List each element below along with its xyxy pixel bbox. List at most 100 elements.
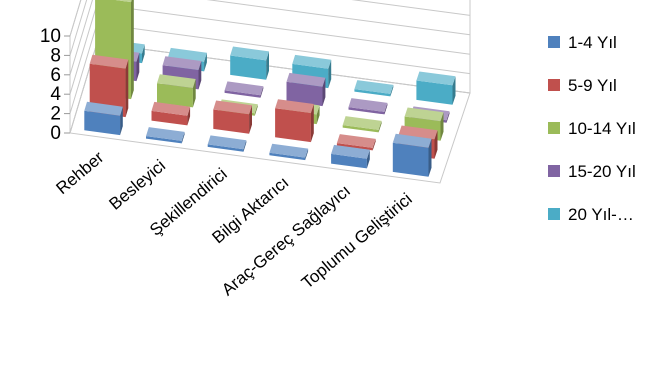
bar-front: [354, 89, 391, 97]
bar-top: [275, 99, 314, 113]
bar-side: [366, 149, 370, 169]
gridline: [69, 0, 82, 37]
legend-label: 10-14 Yıl: [568, 119, 636, 138]
bar: [342, 116, 382, 133]
legend-label: 20 Yıl-…: [568, 205, 634, 224]
bar-front: [269, 152, 306, 161]
y-tick-label: 6: [50, 65, 61, 86]
bar-top: [213, 100, 252, 115]
bar-front: [151, 110, 188, 126]
bar: [157, 74, 196, 108]
bar-side: [322, 77, 326, 107]
bar-side: [125, 59, 129, 118]
bar-front: [348, 107, 385, 115]
legend-label: 15-20 Yıl: [568, 162, 636, 181]
bar-side: [136, 52, 140, 82]
y-tick-label: 4: [50, 84, 61, 105]
bar-side: [120, 106, 123, 136]
bar-top: [162, 56, 202, 70]
legend-swatch: [548, 36, 560, 48]
legend-label: 5-9 Yıl: [568, 76, 617, 95]
bar: [275, 99, 314, 143]
bar-top: [207, 135, 247, 150]
bar: [213, 100, 252, 134]
bar: [146, 127, 185, 144]
bar-side: [181, 131, 185, 144]
bar-front: [416, 80, 453, 105]
bar-side: [446, 111, 450, 123]
bar-top: [151, 101, 191, 116]
bar-side: [390, 84, 394, 97]
bar-top: [89, 54, 129, 69]
bar-front: [336, 143, 373, 151]
bar: [392, 133, 432, 177]
bar-top: [336, 134, 376, 148]
bar-side: [316, 105, 320, 125]
bar-top: [84, 101, 123, 116]
bar-side: [378, 120, 382, 133]
bar-side: [428, 138, 432, 177]
bar-front: [207, 144, 244, 152]
bar-top: [157, 74, 196, 88]
bar-side: [192, 79, 196, 108]
bar-side: [310, 104, 314, 143]
bar-top: [404, 107, 444, 122]
bar-side: [249, 105, 252, 134]
bar-side: [142, 44, 145, 64]
bar: [151, 101, 191, 126]
bar-front: [230, 55, 267, 80]
bar-top: [354, 80, 394, 94]
bar: [354, 80, 394, 97]
bar-front: [224, 90, 261, 98]
bar-side: [328, 59, 332, 89]
y-tick-label: 10: [40, 26, 61, 47]
bar-front: [331, 153, 367, 169]
bar-side: [266, 51, 269, 80]
bar-side: [243, 140, 247, 152]
bar-top: [416, 71, 456, 86]
bar-side: [254, 104, 258, 116]
bar-front: [275, 108, 311, 143]
y-tick-label: 0: [50, 123, 61, 144]
bar-top: [146, 127, 185, 141]
bar: [286, 72, 326, 107]
bar-top: [115, 0, 132, 3]
bar: [84, 101, 123, 136]
bar-top: [342, 116, 382, 130]
bar: [348, 98, 388, 115]
bar-front: [213, 109, 250, 134]
bar-top: [230, 46, 269, 61]
bar-top: [398, 125, 438, 140]
y-tick-label: 2: [50, 104, 61, 125]
bar: [269, 143, 309, 161]
gridline: [69, 0, 471, 75]
bar-side: [384, 102, 388, 115]
bar-top: [286, 72, 326, 87]
bar: [331, 144, 370, 169]
y-tick-label: 8: [50, 45, 61, 66]
bar-side: [440, 112, 444, 141]
bar-side: [187, 106, 191, 126]
bar: [230, 46, 269, 80]
bar-top: [348, 98, 388, 112]
bar-front: [342, 125, 379, 133]
gridline: [69, 0, 471, 56]
bar-top: [292, 54, 332, 69]
bar-top: [392, 133, 432, 148]
legend-swatch: [548, 79, 560, 91]
bar-side: [452, 76, 456, 105]
legend-swatch: [548, 208, 560, 220]
chart-bars: [84, 0, 456, 177]
bar-front: [286, 81, 323, 107]
bar-front: [157, 83, 193, 108]
bar-side: [131, 0, 134, 100]
bar: [416, 71, 456, 105]
legend-swatch: [548, 122, 560, 134]
bar-side: [204, 52, 207, 72]
bar: [336, 134, 376, 151]
bar-front: [146, 136, 182, 144]
bar-side: [260, 86, 264, 98]
